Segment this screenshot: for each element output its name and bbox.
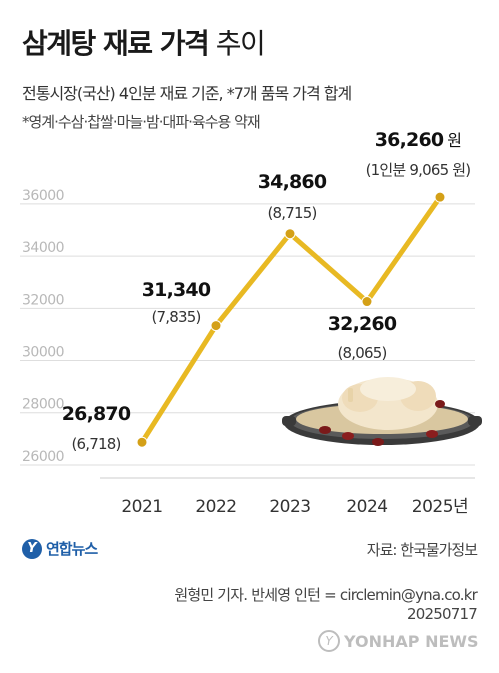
- credit-line: 원형민 기자. 반세영 인턴 = circlemin@yna.co.kr: [174, 586, 477, 604]
- chart-subtitle: 전통시장(국산) 4인분 재료 기준, *7개 품목 가격 합계: [22, 84, 352, 103]
- data-value-label: 31,340: [142, 279, 211, 301]
- watermark-icon: Y: [318, 630, 340, 652]
- y-tick-label: 26000: [22, 449, 64, 465]
- data-point: [136, 436, 148, 448]
- page-title: 삼계탕 재료 가격 추이: [22, 22, 266, 62]
- x-tick-label: 2021: [121, 497, 162, 517]
- x-tick-label: 2023: [269, 497, 310, 517]
- y-tick-label: 28000: [22, 397, 64, 413]
- data-point: [210, 320, 222, 332]
- data-labels: 26,870 (6,718) 31,340 (7,835) 34,860 (8,715) 3…: [62, 129, 471, 453]
- data-point: [361, 296, 373, 308]
- x-tick-label: 2022: [195, 497, 236, 517]
- y-tick-label: 30000: [22, 345, 64, 361]
- credit-date: 20250717: [407, 605, 478, 623]
- page-title-suffix: 추이: [208, 27, 266, 60]
- per-person-label: (6,718): [71, 435, 120, 453]
- page-title-main: 삼계탕 재료 가격: [22, 27, 210, 60]
- y-tick-label: 36000: [22, 188, 64, 204]
- per-person-label: (1인분 9,065 원): [366, 161, 471, 179]
- x-tick-label: 2025년: [412, 497, 468, 517]
- yonhap-logo-name: 연합뉴스: [46, 540, 98, 558]
- data-point: [434, 191, 446, 203]
- data-value-label: 34,860: [258, 171, 327, 193]
- yonhap-logo: Y 연합뉴스: [22, 538, 98, 559]
- data-points: [136, 191, 446, 448]
- watermark-name: YONHAP NEWS: [344, 631, 479, 651]
- data-value-label: 26,870: [62, 403, 131, 425]
- y-axis-ticks: 26000 28000 30000 32000 34000 36000: [22, 188, 65, 465]
- data-value-label: 32,260: [328, 313, 397, 335]
- data-source: 자료: 한국물가정보: [366, 541, 478, 559]
- data-point: [284, 228, 296, 240]
- per-person-label: (8,715): [267, 204, 316, 222]
- credit: 원형민 기자. 반세영 인턴 = circlemin@yna.co.kr 202…: [174, 586, 477, 624]
- watermark: Y YONHAP NEWS: [318, 630, 479, 652]
- y-tick-label: 34000: [22, 240, 64, 256]
- per-person-label: (7,835): [151, 308, 200, 326]
- chart-note: *영계·수삼·찹쌀·마늘·밤·대파·육수용 약재: [22, 113, 261, 131]
- yonhap-logo-icon: Y: [22, 538, 42, 559]
- x-axis-ticks: 2021 2022 2023 2024 2025년: [121, 497, 468, 517]
- per-person-label: (8,065): [337, 344, 386, 362]
- data-value-label: 36,260 원: [375, 129, 461, 151]
- samgyetang-pot-icon: [282, 377, 482, 446]
- x-tick-label: 2024: [346, 497, 387, 517]
- y-tick-label: 32000: [22, 292, 64, 308]
